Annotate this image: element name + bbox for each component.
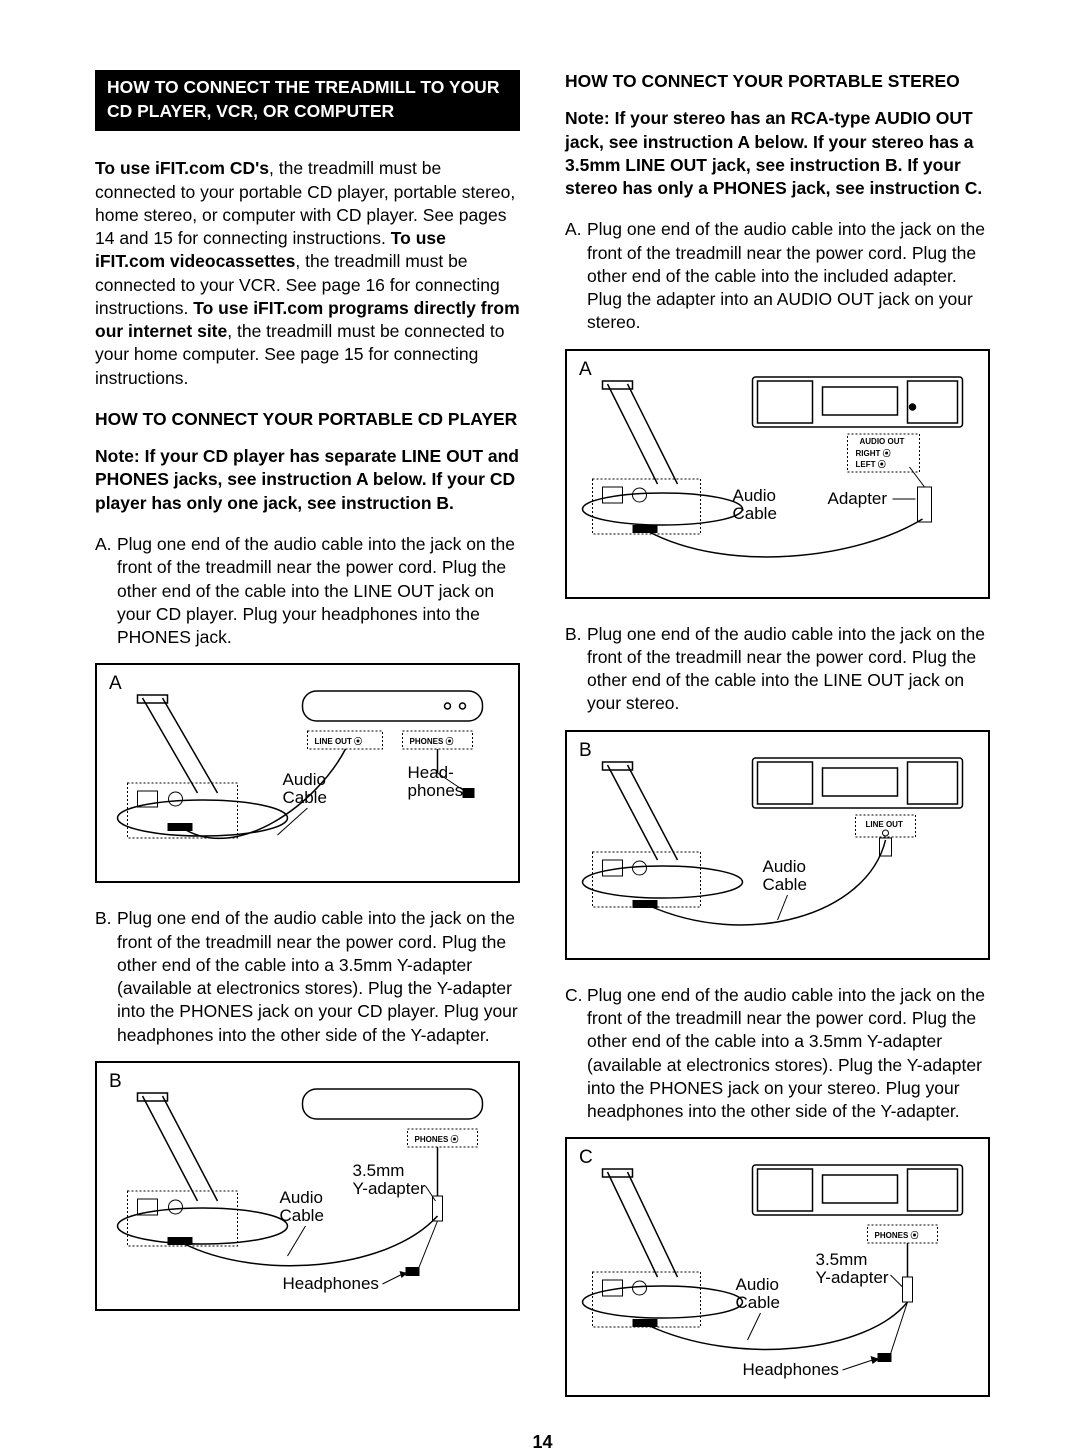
right-diagram-a: A AUDIO OUT RIG [565, 349, 990, 599]
svg-text:Headphones: Headphones [743, 1360, 839, 1379]
svg-text:3.5mm: 3.5mm [816, 1250, 868, 1269]
svg-text:Y-adapter: Y-adapter [816, 1268, 889, 1287]
right-diag-b-svg: LINE OUT Audio Cable [577, 740, 978, 950]
right-diagram-c: C PHONES ⦿ [565, 1137, 990, 1397]
left-inst-b: B. Plug one end of the audio cable into … [95, 907, 520, 1047]
right-note: Note: If your stereo has an RCA-type AUD… [565, 107, 990, 200]
svg-text:Cable: Cable [733, 504, 777, 523]
svg-text:Adapter: Adapter [828, 489, 888, 508]
left-diagram-b: B PHONES ⦿ [95, 1061, 520, 1311]
svg-text:Audio: Audio [763, 857, 806, 876]
svg-text:LINE OUT: LINE OUT [866, 820, 903, 829]
right-inst-c: C. Plug one end of the audio cable into … [565, 984, 990, 1124]
svg-text:Y-adapter: Y-adapter [353, 1179, 426, 1198]
left-inst-a: A. Plug one end of the audio cable into … [95, 533, 520, 649]
svg-text:3.5mm: 3.5mm [353, 1161, 405, 1180]
svg-text:Cable: Cable [736, 1293, 780, 1312]
left-banner: HOW TO CONNECT THE TREADMILL TO YOUR CD … [95, 70, 520, 131]
right-diag-a-svg: AUDIO OUT RIGHT ⦿ LEFT ⦿ Audio Cable Ada… [577, 359, 978, 589]
svg-text:Headphones: Headphones [283, 1274, 379, 1293]
right-inst-b: B. Plug one end of the audio cable into … [565, 623, 990, 716]
page-number: 14 [95, 1431, 990, 1455]
svg-text:RIGHT ⦿: RIGHT ⦿ [856, 448, 891, 458]
svg-text:AUDIO OUT: AUDIO OUT [860, 437, 905, 446]
left-diag-b-svg: PHONES ⦿ Audio Cable 3.5mm Y-adapter [107, 1071, 508, 1301]
svg-text:Audio: Audio [733, 486, 776, 505]
right-heading: HOW TO CONNECT YOUR PORTABLE STEREO [565, 70, 990, 93]
svg-text:LINE OUT ⦿: LINE OUT ⦿ [315, 736, 363, 746]
svg-text:LEFT ⦿: LEFT ⦿ [856, 459, 886, 469]
right-diagram-b: B LINE OUT [565, 730, 990, 960]
svg-text:Cable: Cable [280, 1206, 324, 1225]
right-column: HOW TO CONNECT YOUR PORTABLE STEREO Note… [565, 70, 990, 1421]
left-sub-heading: HOW TO CONNECT YOUR PORTABLE CD PLAYER [95, 408, 520, 431]
svg-text:Audio: Audio [736, 1275, 779, 1294]
svg-text:PHONES ⦿: PHONES ⦿ [410, 736, 454, 746]
left-column: HOW TO CONNECT THE TREADMILL TO YOUR CD … [95, 70, 520, 1421]
svg-text:PHONES ⦿: PHONES ⦿ [415, 1134, 459, 1144]
svg-text:Cable: Cable [763, 875, 807, 894]
left-diagram-a: A LINE OUT ⦿ PHONES [95, 663, 520, 883]
right-inst-a: A. Plug one end of the audio cable into … [565, 218, 990, 334]
left-intro: To use iFIT.com CD's, the treadmill must… [95, 157, 520, 390]
svg-text:Cable: Cable [283, 788, 327, 807]
right-diag-c-svg: PHONES ⦿ Audio Cable 3.5mm Y-adapter Hea… [577, 1147, 978, 1387]
left-note: Note: If your CD player has separate LIN… [95, 445, 520, 515]
svg-text:phones: phones [408, 781, 464, 800]
svg-text:Audio: Audio [283, 770, 326, 789]
svg-text:PHONES ⦿: PHONES ⦿ [875, 1230, 919, 1240]
svg-text:Head-: Head- [408, 763, 454, 782]
left-diag-a-svg: LINE OUT ⦿ PHONES ⦿ Audio Cable Head- [107, 673, 508, 873]
svg-text:Audio: Audio [280, 1188, 323, 1207]
